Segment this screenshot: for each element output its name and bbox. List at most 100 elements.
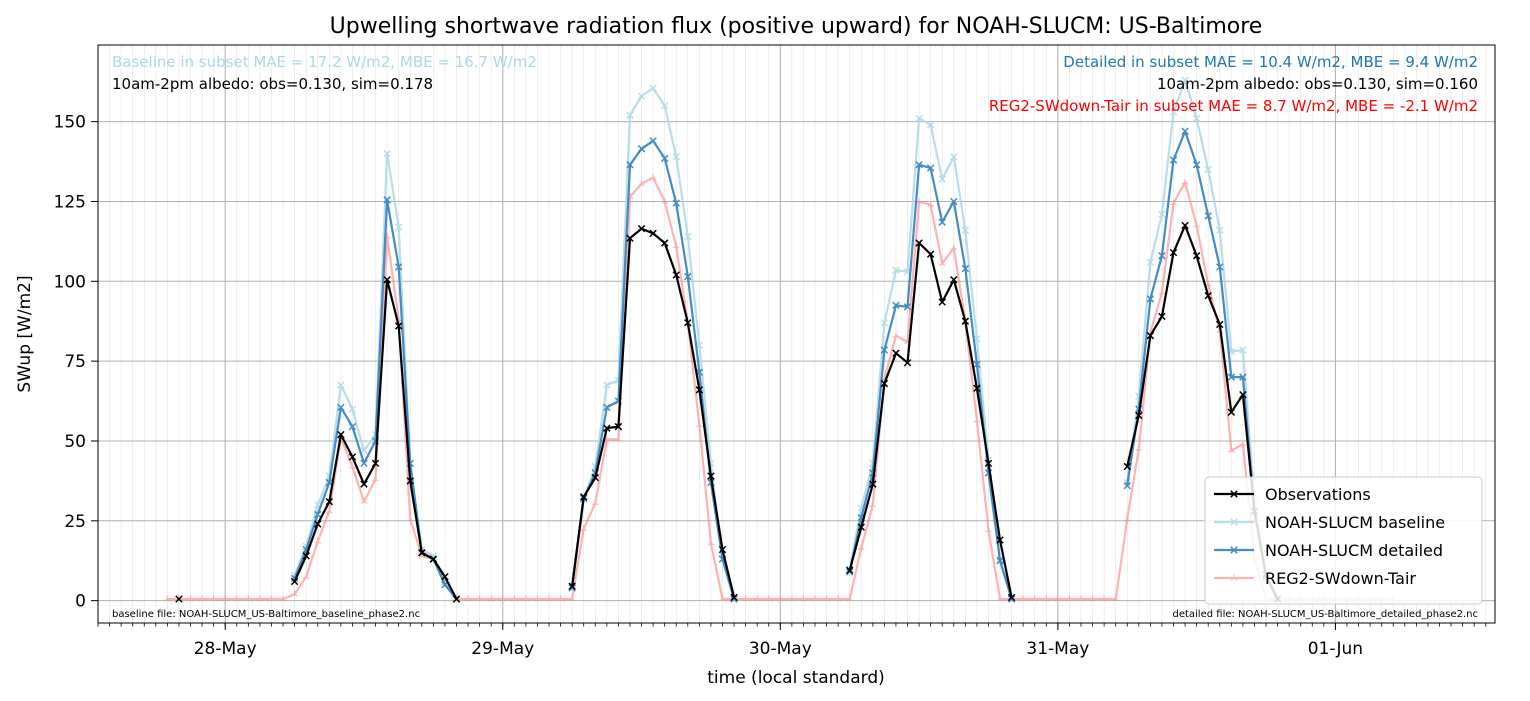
data-point (707, 539, 715, 546)
data-point (441, 572, 449, 581)
data-point (568, 582, 576, 591)
x-tick-label: 31-May (1026, 639, 1089, 659)
data-point (360, 446, 368, 455)
data-point (406, 477, 414, 485)
data-point (892, 332, 900, 338)
legend-marker (1230, 490, 1238, 498)
data-point (626, 234, 634, 242)
legend-swatch-observations (1214, 490, 1254, 498)
data-point (915, 114, 923, 123)
data-point (476, 595, 483, 602)
legend-label-observations: Observations (1265, 485, 1371, 504)
data-point (1135, 411, 1143, 420)
data-point (950, 197, 958, 206)
data-point (996, 595, 1004, 602)
data-point (800, 595, 807, 602)
data-point (926, 250, 935, 258)
data-point (302, 573, 310, 579)
data-point (210, 595, 217, 602)
data-point (1169, 156, 1178, 164)
data-point (857, 544, 865, 551)
data-point (961, 264, 970, 273)
legend-label-noah-slucm-detailed: NOAH-SLUCM detailed (1265, 541, 1443, 560)
detailed-albedo-annotation: 10am-2pm albedo: obs=0.130, sim=0.160 (1157, 75, 1478, 93)
data-point (337, 381, 345, 389)
data-point (487, 595, 495, 602)
data-point (313, 510, 322, 519)
data-point (360, 480, 368, 488)
data-point (1181, 221, 1189, 230)
reg2-stats-annotation: REG2-SWdown-Tair in subset MAE = 8.7 W/m… (989, 97, 1478, 115)
data-point (1239, 346, 1247, 354)
data-point (649, 137, 657, 145)
data-point (985, 526, 992, 533)
major-grid (98, 45, 1495, 623)
data-point (880, 319, 889, 327)
data-point (291, 590, 298, 597)
data-point (950, 244, 958, 251)
data-point (823, 595, 830, 602)
data-point (961, 226, 970, 234)
y-tick-label: 50 (64, 432, 86, 452)
data-point (371, 459, 380, 468)
data-point (233, 595, 241, 602)
data-point (776, 595, 784, 602)
data-point (372, 475, 379, 482)
data-point (1019, 595, 1027, 602)
data-point (880, 379, 889, 388)
data-point (383, 149, 391, 158)
data-point (1181, 76, 1189, 84)
data-point (1192, 252, 1201, 260)
legend-label-noah-slucm-baseline: NOAH-SLUCM baseline (1265, 513, 1445, 532)
legend-label-reg2-swdown-tair: REG2-SWdown-Tair (1265, 569, 1416, 588)
data-point (568, 595, 576, 602)
chart-title: Upwelling shortwave radiation flux (posi… (330, 14, 1263, 39)
legend: Observations NOAH-SLUCM baseline NOAH-SLUC… (1204, 476, 1483, 605)
data-point (1146, 331, 1155, 340)
data-point (464, 595, 472, 602)
data-point (1239, 440, 1247, 447)
data-point (1170, 199, 1177, 206)
x-tick-label: 30-May (749, 639, 812, 659)
x-axis-label: time (local standard) (707, 668, 885, 688)
data-point (788, 595, 796, 602)
data-point (1239, 390, 1247, 399)
data-point (591, 473, 600, 482)
data-point (614, 422, 623, 431)
data-point (198, 595, 206, 602)
data-point (394, 263, 403, 271)
data-point (164, 595, 171, 602)
data-point (1169, 248, 1178, 257)
data-point (915, 239, 923, 247)
data-point (499, 595, 507, 602)
data-point (950, 153, 958, 161)
data-point (984, 459, 993, 468)
data-point (973, 384, 981, 393)
data-point (660, 239, 669, 247)
data-point (637, 224, 646, 233)
data-point (1100, 595, 1108, 602)
legend-swatch-noah-slucm-detailed (1214, 546, 1254, 554)
y-tick-label: 25 (64, 512, 86, 532)
data-point (1007, 593, 1016, 602)
data-point (580, 525, 588, 532)
data-point (915, 161, 923, 169)
data-point (950, 275, 958, 284)
y-tick-label: 75 (64, 352, 86, 372)
data-point (695, 386, 704, 394)
plot-frame (97, 44, 1496, 624)
data-point (649, 229, 657, 238)
data-point (360, 498, 368, 504)
data-point (1146, 295, 1155, 303)
data-point (1089, 595, 1096, 602)
data-point (349, 463, 356, 469)
data-point (719, 595, 726, 602)
data-point (684, 232, 692, 241)
data-point (1158, 288, 1166, 295)
data-point (568, 584, 576, 592)
data-point (938, 175, 946, 183)
data-point (857, 523, 865, 531)
data-point (1204, 165, 1212, 174)
data-point (394, 322, 403, 330)
x-tick-label: 01-Jun (1308, 639, 1363, 659)
